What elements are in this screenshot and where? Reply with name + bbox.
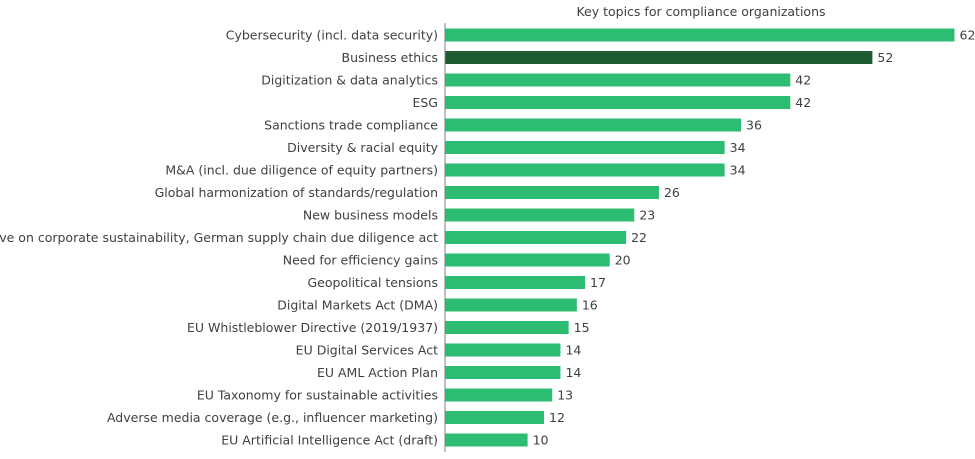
category-label: M&A (incl. due diligence of equity partn… xyxy=(165,163,438,178)
category-label: New business models xyxy=(303,208,438,223)
category-label: EU Digital Services Act xyxy=(296,343,438,358)
data-label: 42 xyxy=(795,95,811,110)
data-label: 20 xyxy=(615,253,631,268)
data-label: 62 xyxy=(960,28,975,43)
bar xyxy=(445,411,545,424)
category-label: Business ethics xyxy=(342,50,438,65)
category-label: EU Artificial Intelligence Act (draft) xyxy=(221,433,438,448)
category-label: Geopolitical tensions xyxy=(308,275,439,290)
bar xyxy=(445,298,577,312)
data-label: 13 xyxy=(557,388,573,403)
data-label: 17 xyxy=(590,275,606,290)
bar xyxy=(445,73,791,87)
category-label: EU Whistleblower Directive (2019/1937) xyxy=(187,320,438,335)
category-label: Sanctions trade compliance xyxy=(264,118,438,133)
category-label: Need for efficiency gains xyxy=(283,253,438,268)
bar xyxy=(445,28,955,42)
category-label: Digitization & data analytics xyxy=(261,73,438,88)
data-label: 14 xyxy=(565,365,581,380)
bar xyxy=(445,186,659,199)
bar xyxy=(445,141,725,154)
data-label: 23 xyxy=(639,208,655,223)
data-label: 36 xyxy=(746,118,762,133)
data-label: 52 xyxy=(877,50,893,65)
data-label: 22 xyxy=(631,230,647,245)
bar xyxy=(445,96,791,109)
category-label: EU Directive on corporate sustainability… xyxy=(0,230,438,245)
data-label: 26 xyxy=(664,185,680,200)
bar xyxy=(445,343,561,357)
category-label: EU AML Action Plan xyxy=(317,365,438,380)
category-label: Diversity & racial equity xyxy=(287,140,438,155)
bar xyxy=(445,163,725,177)
bar xyxy=(445,231,627,244)
bar xyxy=(445,321,569,334)
category-label: Global harmonization of standards/regula… xyxy=(155,185,438,200)
bar xyxy=(445,388,553,402)
data-label: 34 xyxy=(730,140,746,155)
category-label: Digital Markets Act (DMA) xyxy=(277,298,438,313)
data-label: 16 xyxy=(582,298,598,313)
bar xyxy=(445,366,561,379)
data-label: 12 xyxy=(549,410,565,425)
bar xyxy=(445,208,635,222)
bar xyxy=(445,118,742,132)
bar xyxy=(445,51,873,64)
bar xyxy=(445,276,586,289)
bar xyxy=(445,253,610,267)
bar xyxy=(445,433,528,447)
data-label: 34 xyxy=(730,163,746,178)
data-label: 15 xyxy=(574,320,590,335)
data-label: 10 xyxy=(533,433,549,448)
category-label: Cybersecurity (incl. data security) xyxy=(226,28,438,43)
chart-title: Key topics for compliance organizations xyxy=(576,4,825,19)
data-label: 42 xyxy=(795,73,811,88)
category-label: EU Taxonomy for sustainable activities xyxy=(197,388,438,403)
category-label: Adverse media coverage (e.g., influencer… xyxy=(107,410,438,425)
data-label: 14 xyxy=(565,343,581,358)
category-label: ESG xyxy=(412,95,438,110)
bars-group: Cybersecurity (incl. data security) 62 Bus… xyxy=(0,28,975,448)
